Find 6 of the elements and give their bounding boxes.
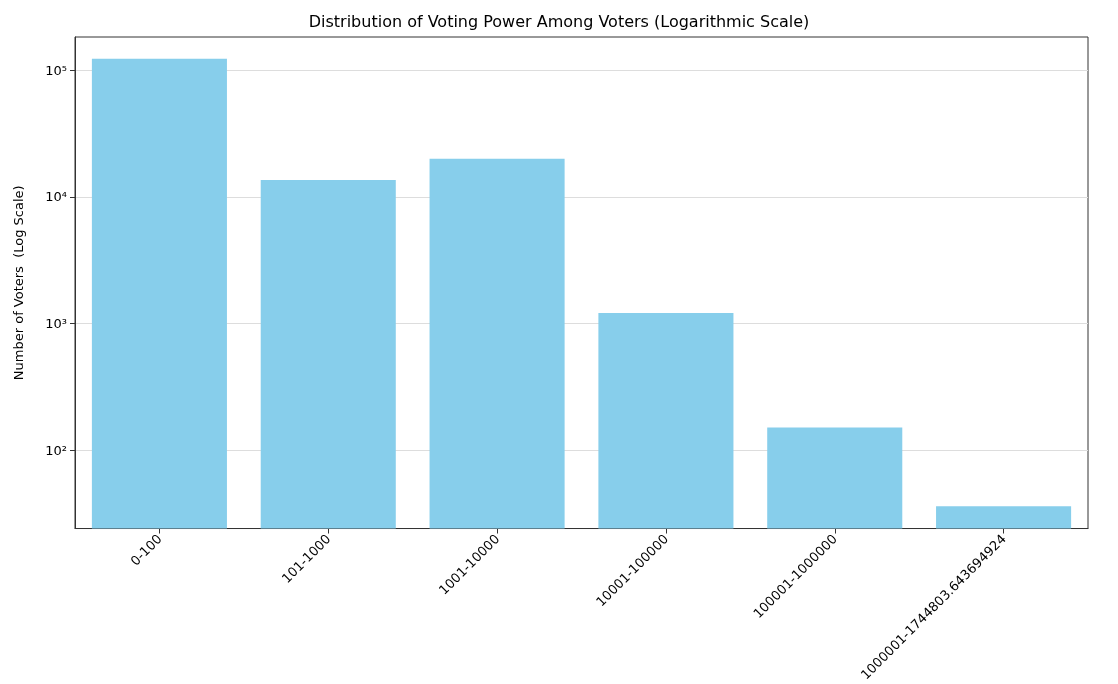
y-tick-label: 10⁵ xyxy=(45,62,67,78)
y-axis-title: Number of Voters (Log Scale) xyxy=(11,185,26,381)
y-tick-label: 10⁴ xyxy=(45,189,67,205)
chart-title: Distribution of Voting Power Among Voters (Logarithmic Scale) xyxy=(308,11,810,31)
y-tick-label: 10³ xyxy=(45,315,67,331)
y-tick-label: 10² xyxy=(45,442,67,458)
